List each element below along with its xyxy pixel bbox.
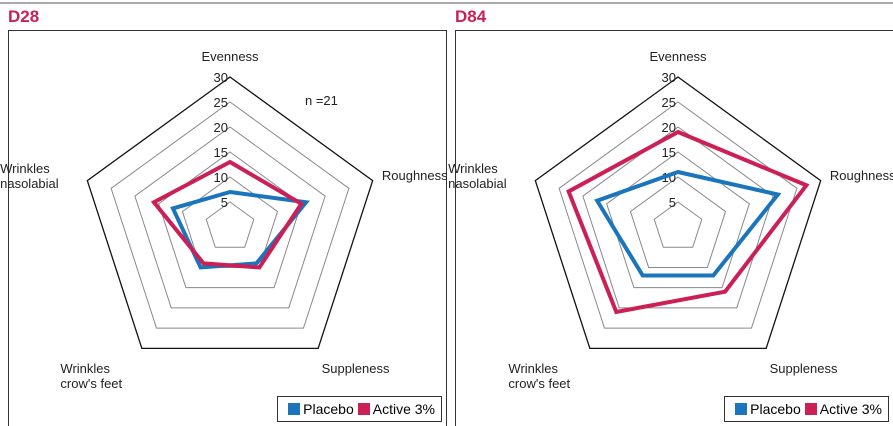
axis-label: Roughness — [381, 167, 448, 183]
annotation: n =21 — [305, 93, 338, 108]
r-tick-label: 30 — [662, 70, 676, 85]
legend-swatch — [357, 403, 370, 415]
chart-title: D28 — [8, 7, 40, 26]
legend-label: Placebo — [750, 401, 801, 417]
grid-ring — [582, 126, 774, 309]
axis-label: Suppleness — [321, 361, 390, 377]
axis-label: Wrinkles crow's feet — [60, 361, 123, 392]
r-tick-label: 15 — [662, 145, 676, 160]
grid-ring — [86, 76, 374, 350]
grid-ring — [134, 126, 326, 309]
r-tick-label: 25 — [214, 95, 228, 110]
grid-ring — [110, 101, 350, 329]
legend-swatch — [288, 403, 301, 415]
axis-label: Wrinkles crow's feet — [508, 361, 571, 392]
legend-swatch — [804, 403, 817, 415]
chart-title: D84 — [455, 7, 487, 26]
legend-label: Active 3% — [372, 401, 435, 417]
r-tick-label: 30 — [214, 70, 228, 85]
legend-swatch — [735, 403, 748, 415]
legend-label: Placebo — [303, 401, 354, 417]
grid-ring — [629, 176, 727, 268]
series-line — [566, 129, 810, 315]
r-tick-label: 20 — [214, 120, 228, 135]
legend-label: Active 3% — [819, 401, 882, 417]
series-line — [594, 169, 782, 278]
r-tick-label: 20 — [662, 120, 676, 135]
series-line — [150, 159, 305, 270]
grid-ring — [653, 201, 703, 248]
axis-label: Roughness — [829, 167, 893, 183]
axis-label: Evenness — [649, 49, 707, 64]
grid-ring — [205, 201, 255, 248]
grid-ring — [534, 76, 822, 350]
legend: Placebo Active 3% — [277, 396, 442, 422]
r-tick-label: 10 — [214, 170, 228, 185]
axis-label: Wrinkles nasolabial — [448, 160, 507, 191]
axis-label: Suppleness — [769, 361, 838, 377]
r-tick-label: 25 — [662, 95, 676, 110]
axis-label: Wrinkles nasolabial — [0, 160, 59, 191]
axis-label: Evenness — [201, 49, 259, 64]
grid-ring — [181, 176, 279, 268]
r-tick-label: 15 — [214, 145, 228, 160]
r-tick-label: 5 — [221, 195, 228, 210]
panel-frame — [455, 30, 893, 426]
r-tick-label: 5 — [669, 195, 676, 210]
panel-frame — [8, 30, 447, 426]
legend: Placebo Active 3% — [724, 396, 889, 422]
